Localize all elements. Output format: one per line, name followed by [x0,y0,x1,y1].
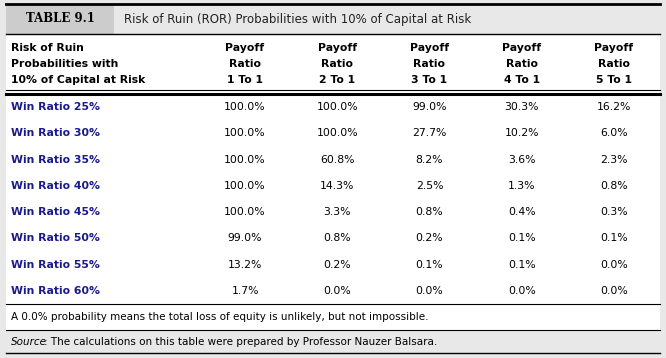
Text: Ratio: Ratio [414,59,446,69]
Bar [6,94,660,120]
Text: 0.3%: 0.3% [600,207,628,217]
Text: 100.0%: 100.0% [224,181,266,191]
Bar [6,252,660,278]
Text: 2.5%: 2.5% [416,181,443,191]
Bar [6,199,660,225]
Text: Ratio: Ratio [598,59,630,69]
Text: Payoff: Payoff [502,43,541,53]
Text: Source: Source [11,337,47,347]
Text: 13.2%: 13.2% [228,260,262,270]
Text: 0.0%: 0.0% [600,286,628,296]
Text: 0.8%: 0.8% [416,207,444,217]
Bar [6,4,114,34]
Text: 30.3%: 30.3% [504,102,539,112]
Text: 6.0%: 6.0% [600,129,628,139]
Text: Payoff: Payoff [318,43,357,53]
Text: 0.8%: 0.8% [600,181,628,191]
Text: A 0.0% probability means the total loss of equity is unlikely, but not impossibl: A 0.0% probability means the total loss … [11,312,428,322]
Text: Ratio: Ratio [505,59,537,69]
Text: 16.2%: 16.2% [597,102,631,112]
Text: 0.8%: 0.8% [324,233,351,243]
Text: 100.0%: 100.0% [316,102,358,112]
Text: 27.7%: 27.7% [412,129,447,139]
Text: 99.0%: 99.0% [412,102,447,112]
Text: 0.2%: 0.2% [416,233,444,243]
Text: TABLE 9.1: TABLE 9.1 [25,13,95,25]
Text: Payoff: Payoff [594,43,633,53]
Text: 0.1%: 0.1% [508,233,535,243]
Text: Payoff: Payoff [410,43,449,53]
Text: Win Ratio 35%: Win Ratio 35% [11,155,100,165]
Text: 0.1%: 0.1% [508,260,535,270]
Text: 99.0%: 99.0% [228,233,262,243]
Text: Probabilities with: Probabilities with [11,59,119,69]
Text: 1.7%: 1.7% [231,286,259,296]
Text: Win Ratio 55%: Win Ratio 55% [11,260,100,270]
Text: 10% of Capital at Risk: 10% of Capital at Risk [11,75,145,85]
Bar [6,34,660,94]
Text: 3.6%: 3.6% [508,155,535,165]
Text: 100.0%: 100.0% [224,155,266,165]
Text: 1.3%: 1.3% [508,181,535,191]
Text: 3 To 1: 3 To 1 [412,75,448,85]
Text: 10.2%: 10.2% [504,129,539,139]
Text: 2.3%: 2.3% [600,155,627,165]
Bar [6,330,660,354]
Text: Risk of Ruin: Risk of Ruin [11,43,84,53]
Text: 8.2%: 8.2% [416,155,443,165]
Text: 5 To 1: 5 To 1 [596,75,632,85]
Text: Risk of Ruin (ROR) Probabilities with 10% of Capital at Risk: Risk of Ruin (ROR) Probabilities with 10… [124,13,472,25]
Text: Win Ratio 50%: Win Ratio 50% [11,233,100,243]
Text: 1 To 1: 1 To 1 [227,75,263,85]
Text: Ratio: Ratio [229,59,261,69]
Text: 0.2%: 0.2% [324,260,351,270]
Text: 100.0%: 100.0% [224,207,266,217]
Text: 2 To 1: 2 To 1 [319,75,356,85]
Text: 14.3%: 14.3% [320,181,354,191]
Text: Win Ratio 25%: Win Ratio 25% [11,102,100,112]
Text: 0.0%: 0.0% [507,286,535,296]
Text: Win Ratio 45%: Win Ratio 45% [11,207,100,217]
Text: 0.0%: 0.0% [416,286,444,296]
Text: 3.3%: 3.3% [324,207,351,217]
Text: Win Ratio 40%: Win Ratio 40% [11,181,100,191]
Text: 100.0%: 100.0% [316,129,358,139]
Text: 100.0%: 100.0% [224,102,266,112]
Text: 0.0%: 0.0% [324,286,351,296]
Text: : The calculations on this table were prepared by Professor Nauzer Balsara.: : The calculations on this table were pr… [44,337,438,347]
Bar [6,304,660,330]
Text: 0.1%: 0.1% [416,260,444,270]
Text: Ratio: Ratio [321,59,353,69]
Text: Win Ratio 60%: Win Ratio 60% [11,286,100,296]
Text: 60.8%: 60.8% [320,155,354,165]
Bar [6,146,660,173]
Text: 0.4%: 0.4% [508,207,535,217]
Bar [6,225,660,252]
Text: 0.0%: 0.0% [600,260,628,270]
Text: 100.0%: 100.0% [224,129,266,139]
Bar [114,4,660,34]
Bar [6,120,660,146]
Bar [6,278,660,304]
Text: Payoff: Payoff [226,43,264,53]
Text: 0.1%: 0.1% [600,233,628,243]
Bar [6,173,660,199]
Text: Win Ratio 30%: Win Ratio 30% [11,129,100,139]
Text: 4 To 1: 4 To 1 [503,75,539,85]
